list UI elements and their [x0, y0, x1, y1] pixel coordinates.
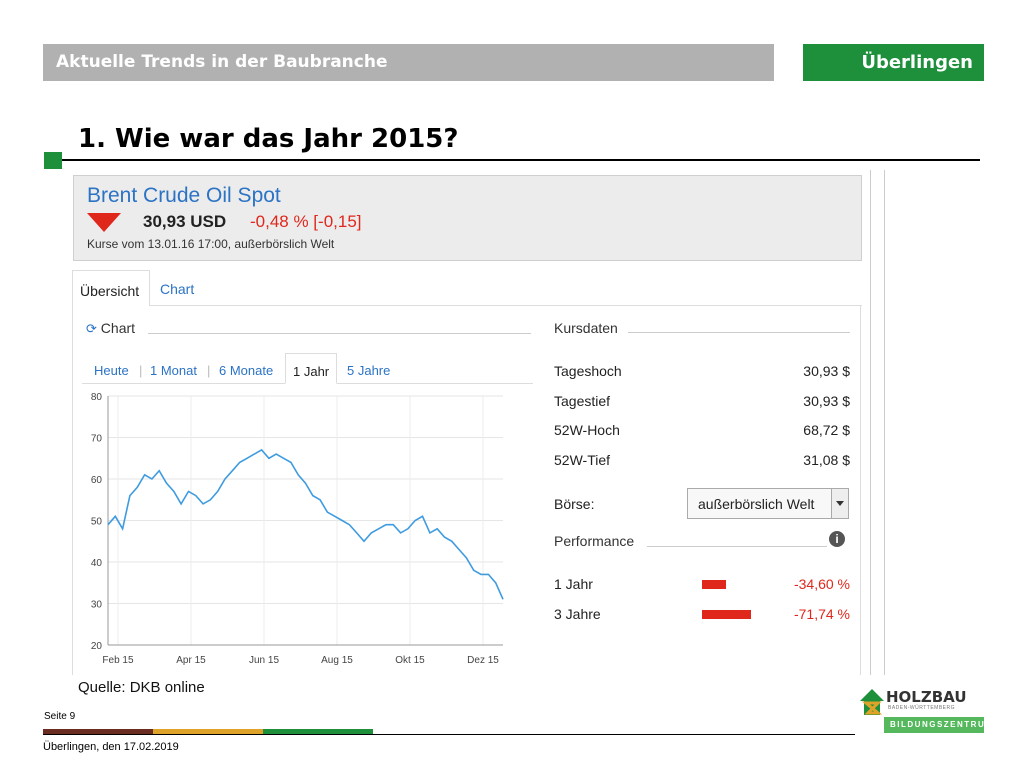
range-label: 1 Jahr — [293, 364, 330, 379]
footer-color-bar — [263, 729, 373, 734]
x-tick-label: Jun 15 — [249, 655, 279, 666]
location-badge: Überlingen — [803, 44, 984, 81]
quote-price: 30,93 USD — [143, 212, 227, 231]
logo-house-icon — [860, 689, 884, 715]
screenshot-border — [870, 170, 871, 675]
range-1-monat[interactable]: 1 Monat — [150, 363, 197, 378]
x-tick-label: Okt 15 — [395, 655, 425, 666]
y-tick-label: 60 — [91, 475, 103, 486]
tab-divider — [150, 305, 862, 306]
range-5-jahre[interactable]: 5 Jahre — [347, 363, 391, 378]
logo-bar: BILDUNGSZENTRUM — [884, 717, 992, 733]
section-rule — [628, 332, 850, 333]
holzbau-logo: HOLZBAU BADEN-WÜRTTEMBERG BILDUNGSZENTRU… — [858, 683, 992, 735]
screenshot-border — [884, 170, 885, 675]
y-tick-label: 70 — [91, 434, 103, 445]
kursdaten-row: 52W-Tief 31,08 $ — [554, 452, 850, 468]
performance-row: 1 Jahr -34,60 % — [554, 576, 850, 592]
perf-value: -34,60 % — [793, 576, 850, 592]
quote-header: Brent Crude Oil Spot 30,93 USD -0,48 % [… — [73, 175, 862, 261]
section-rule — [647, 546, 827, 547]
y-tick-label: 50 — [91, 517, 103, 528]
panel-border — [860, 305, 861, 675]
y-tick-label: 40 — [91, 558, 103, 569]
tab-uebersicht[interactable]: Übersicht — [72, 270, 150, 306]
kd-value: 30,93 $ — [803, 393, 850, 409]
chart-section-header[interactable]: ⟳ Chart — [86, 320, 135, 337]
title-rule — [62, 159, 980, 161]
logo-name: HOLZBAU — [886, 688, 967, 706]
range-1-jahr[interactable]: 1 Jahr — [285, 353, 337, 384]
perf-label: 1 Jahr — [554, 576, 593, 592]
boerse-select[interactable]: außerbörslich Welt — [687, 488, 849, 519]
location-label: Überlingen — [861, 52, 973, 73]
footer-date: Überlingen, den 17.02.2019 — [43, 741, 179, 753]
y-tick-label: 30 — [91, 600, 103, 611]
kd-label: Tageshoch — [554, 363, 622, 379]
y-tick-label: 80 — [91, 392, 103, 403]
kd-value: 30,93 $ — [803, 363, 850, 379]
footer-color-bar — [43, 729, 153, 734]
x-tick-label: Apr 15 — [176, 655, 206, 666]
range-6-monate[interactable]: 6 Monate — [219, 363, 274, 378]
performance-row: 3 Jahre -71,74 % — [554, 606, 850, 622]
chart-section-label: Chart — [100, 320, 136, 336]
kd-value: 68,72 $ — [803, 422, 850, 438]
range-heute[interactable]: Heute — [94, 363, 129, 378]
kd-label: 52W-Hoch — [554, 422, 620, 438]
logo-sub: BADEN-WÜRTTEMBERG — [888, 705, 956, 711]
x-tick-label: Feb 15 — [102, 655, 134, 666]
x-tick-label: Dez 15 — [467, 655, 499, 666]
slide-title: 1. Wie war das Jahr 2015? — [78, 124, 459, 154]
instrument-name[interactable]: Brent Crude Oil Spot — [87, 184, 281, 207]
header-title: Aktuelle Trends in der Baubranche — [56, 52, 388, 72]
kursdaten-row: Tagestief 30,93 $ — [554, 393, 850, 409]
range-separator: | — [207, 363, 211, 378]
footer-color-bar — [153, 729, 263, 734]
logo-bar-label: BILDUNGSZENTRUM — [890, 720, 994, 729]
down-arrow-icon — [87, 213, 121, 232]
footer-rule — [43, 734, 855, 735]
kursdaten-row: 52W-Hoch 68,72 $ — [554, 422, 850, 438]
price-series-line — [107, 448, 504, 600]
y-tick-label: 20 — [91, 641, 103, 652]
perf-bar — [702, 610, 751, 619]
boerse-value: außerbörslich Welt — [698, 496, 815, 512]
perf-label: 3 Jahre — [554, 606, 601, 622]
refresh-icon[interactable]: ⟳ — [86, 321, 97, 336]
kd-label: Tagestief — [554, 393, 611, 409]
perf-value: -71,74 % — [793, 606, 850, 622]
source-note: Quelle: DKB online — [78, 679, 205, 696]
boerse-label: Börse: — [554, 496, 595, 512]
quote-timestamp: Kurse vom 13.01.16 17:00, außerbörslich … — [87, 237, 335, 251]
x-tick-label: Aug 15 — [321, 655, 353, 666]
header-bar: Aktuelle Trends in der Baubranche — [43, 44, 774, 81]
title-marker — [44, 152, 62, 169]
kd-label: 52W-Tief — [554, 452, 611, 468]
chevron-down-icon[interactable] — [831, 489, 848, 518]
kursdaten-row: Tageshoch 30,93 $ — [554, 363, 850, 379]
performance-title: Performance — [554, 533, 635, 549]
kd-value: 31,08 $ — [803, 452, 850, 468]
range-selector: Heute | 1 Monat | 6 Monate 1 Jahr 5 Jahr… — [82, 353, 533, 384]
section-rule — [148, 333, 531, 334]
panel-border — [72, 305, 73, 675]
tab-chart[interactable]: Chart — [160, 281, 195, 297]
range-separator: | — [139, 363, 143, 378]
perf-bar — [702, 580, 726, 589]
page-number: Seite 9 — [44, 711, 76, 722]
price-chart: 80 70 60 50 40 30 20 Feb 15 Apr 15 Jun 15 Aug 15 Ok… — [91, 392, 504, 666]
quote-change: -0,48 % [-0,15] — [250, 212, 362, 231]
tab-label: Übersicht — [80, 283, 140, 299]
kursdaten-title: Kursdaten — [554, 320, 618, 336]
info-icon[interactable]: i — [829, 531, 845, 547]
